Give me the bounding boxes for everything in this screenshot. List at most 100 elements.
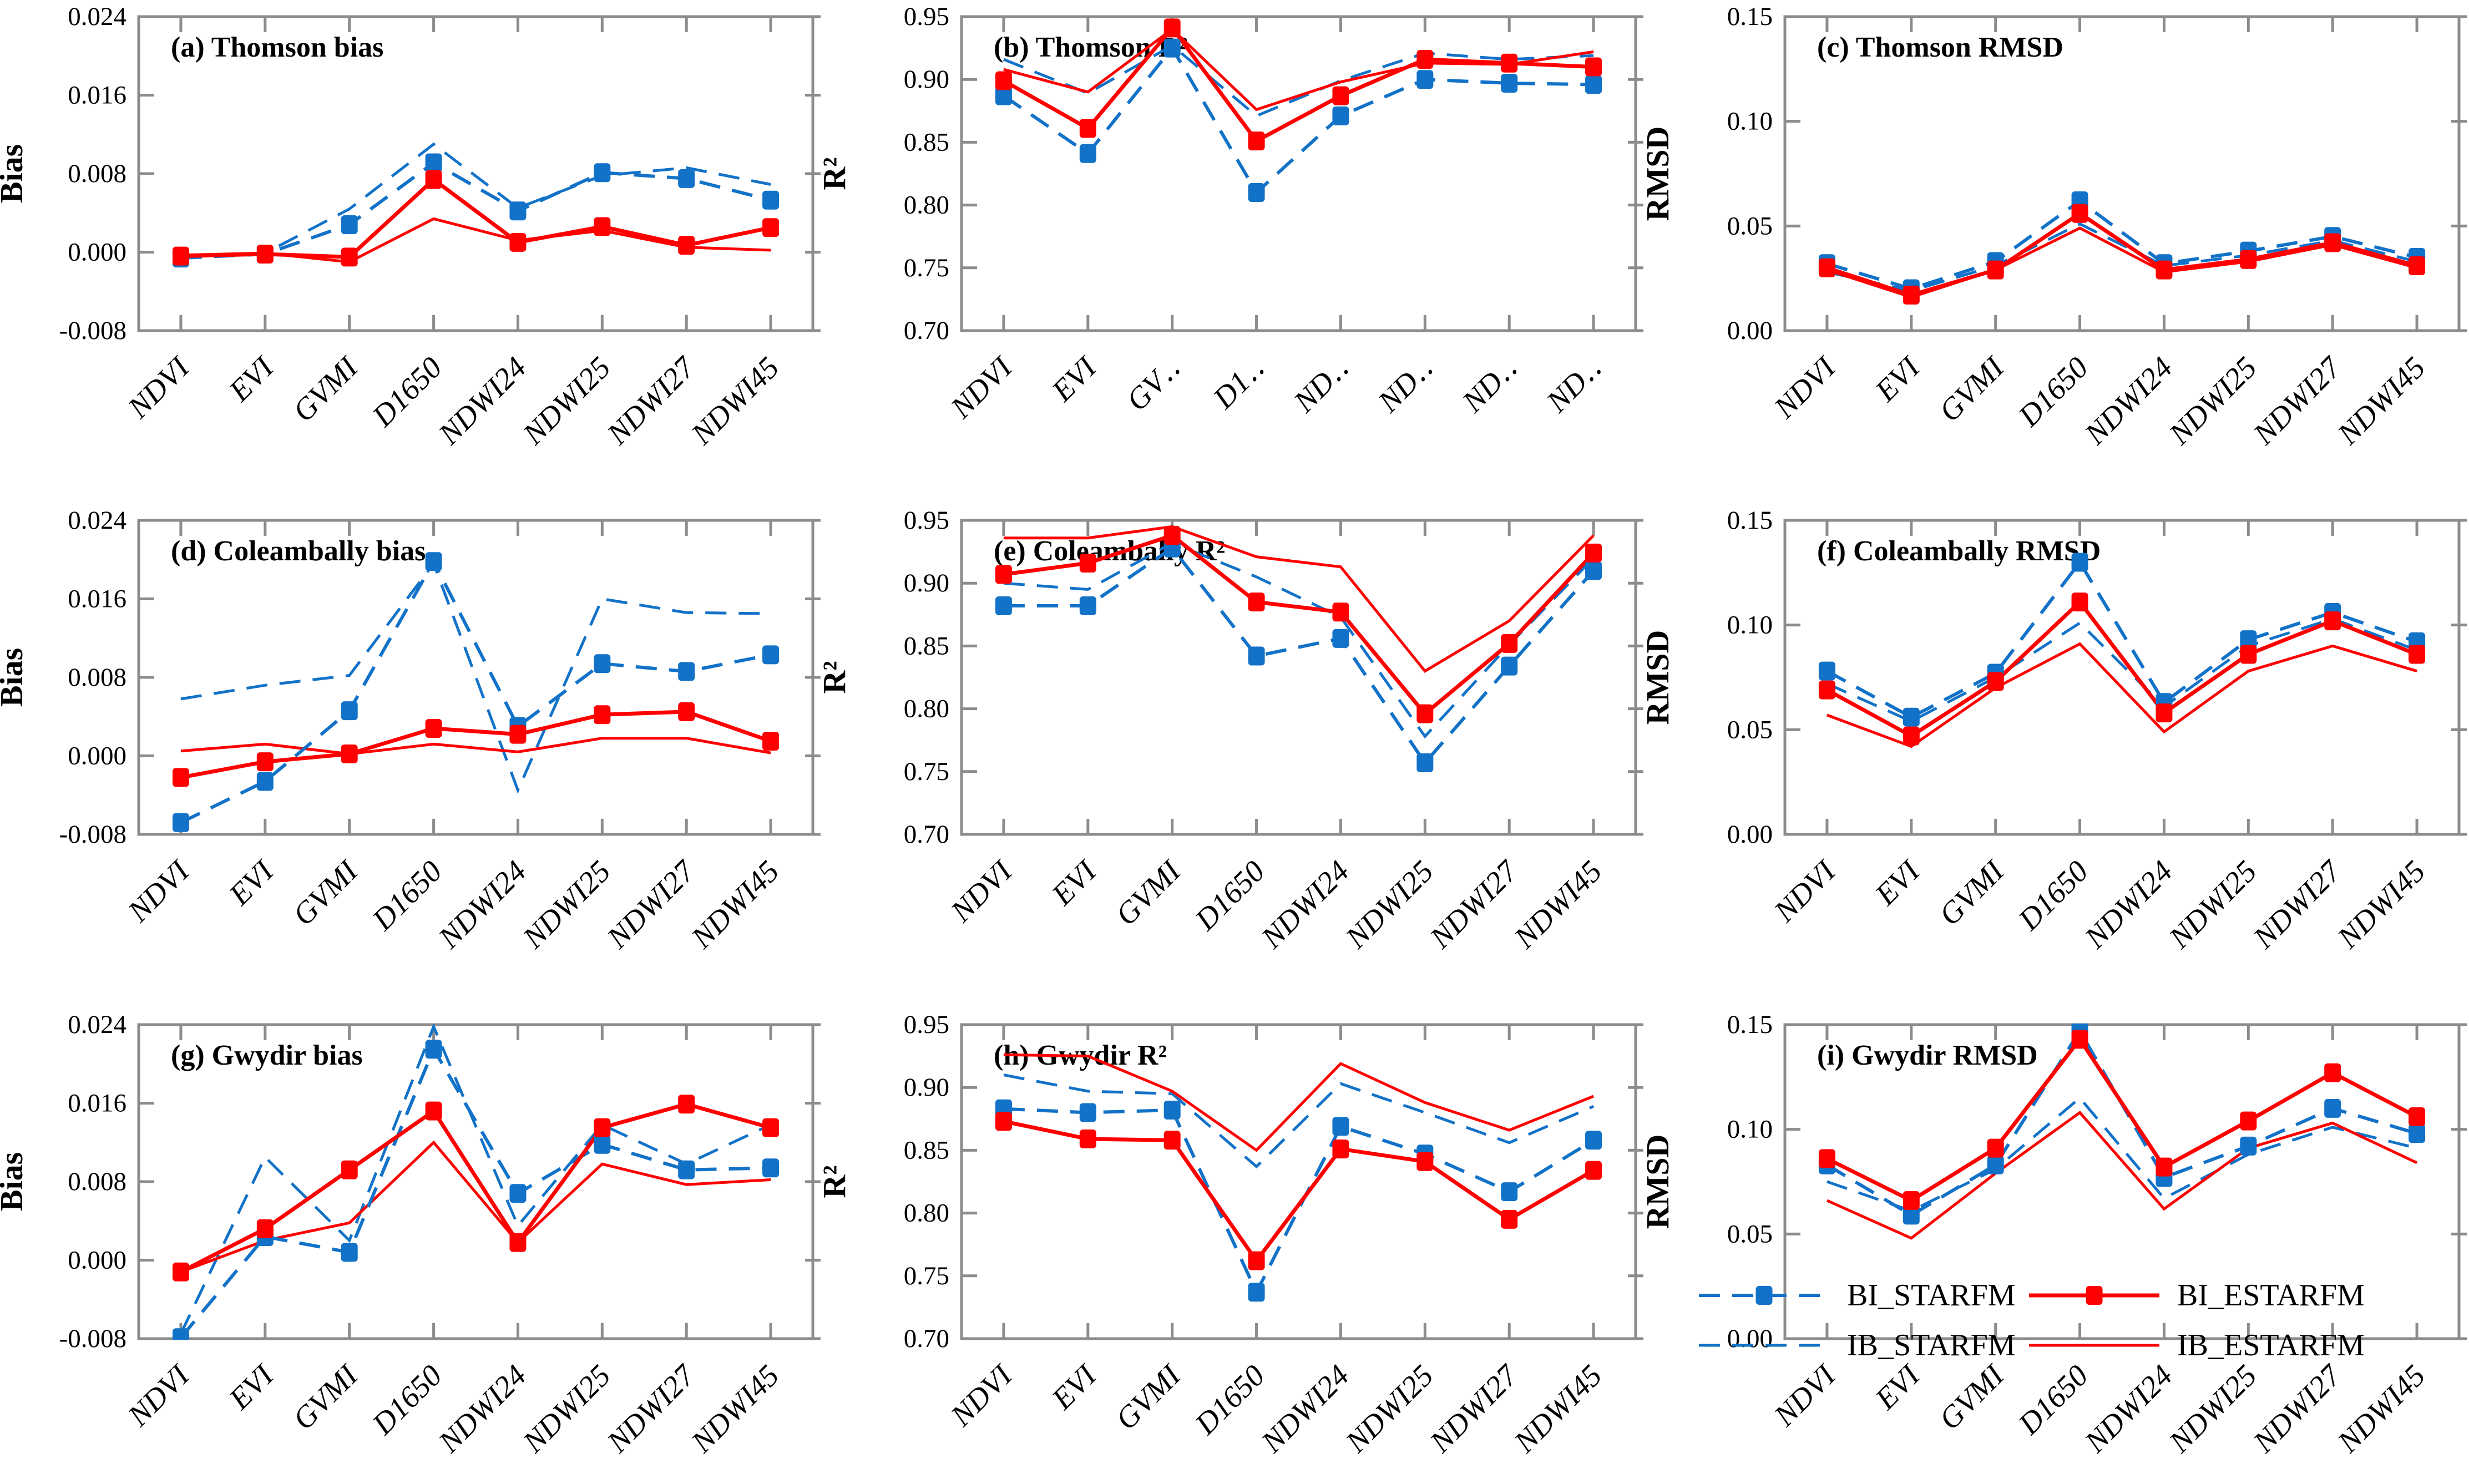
chart-svg-a: (a) Thomson bias Bias 0.024 0.016 0.008 0.000… bbox=[0, 2, 821, 451]
x-tick-label: D1‥ bbox=[1206, 350, 1271, 415]
series-line-IB_STARFM bbox=[1003, 1073, 1595, 1169]
plot-border bbox=[137, 15, 814, 332]
data-point-marker-BI_ESTARFM bbox=[2240, 1111, 2257, 1131]
series-line-IB_STARFM bbox=[179, 1024, 772, 1335]
series-line-IB_ESTARFM bbox=[1003, 1053, 1595, 1152]
y-tick-label: 0.95 bbox=[904, 1010, 949, 1039]
data-point-marker-BI_ESTARFM bbox=[1585, 1161, 1602, 1180]
y-tick-label: 0.024 bbox=[68, 1010, 127, 1039]
panel-title: (b) Thomson R² bbox=[994, 32, 1188, 63]
series-line-BI_ESTARFM bbox=[180, 1102, 772, 1274]
plot-border bbox=[1783, 15, 2461, 332]
y-tick-label: 0.008 bbox=[68, 159, 127, 188]
data-point-marker-BI_ESTARFM bbox=[1079, 119, 1096, 138]
data-point-marker-BI_ESTARFM bbox=[2240, 250, 2257, 269]
x-tick-label: NDWI45 bbox=[2330, 350, 2431, 451]
series-line-BI_STARFM bbox=[1003, 45, 1594, 195]
data-point-marker-BI_ESTARFM bbox=[1501, 1209, 1518, 1229]
plot-border bbox=[1783, 1023, 2461, 1340]
data-point-marker-BI_ESTARFM bbox=[1079, 1130, 1096, 1149]
y-tick-label: 0.00 bbox=[1727, 820, 1773, 849]
y-tick-label: 0.000 bbox=[68, 1246, 127, 1275]
data-point-marker-BI_ESTARFM bbox=[2324, 611, 2341, 631]
data-point-marker-BI_ESTARFM bbox=[1248, 131, 1265, 151]
data-point-marker-BI_STARFM bbox=[1501, 1182, 1518, 1202]
data-point-marker-BI_ESTARFM bbox=[2240, 645, 2257, 664]
data-point-marker-BI_STARFM bbox=[594, 1134, 611, 1154]
y-tick-label: 0.85 bbox=[904, 1136, 949, 1164]
data-point-marker-BI_STARFM bbox=[1903, 707, 1920, 727]
y-axis-title: RMSD bbox=[1640, 1134, 1676, 1229]
legend-label: IB_STARFM bbox=[1847, 1328, 2016, 1363]
x-tick-label: NDWI24 bbox=[1254, 854, 1355, 955]
data-point-marker-BI_STARFM bbox=[594, 654, 611, 673]
y-tick-label: -0.008 bbox=[59, 820, 127, 849]
x-tick-label: ND‥ bbox=[1455, 350, 1524, 419]
data-point-marker-BI_ESTARFM bbox=[341, 247, 358, 267]
series-line-BI_ESTARFM bbox=[1826, 1036, 2418, 1203]
data-point-marker-BI_ESTARFM bbox=[1818, 1149, 1835, 1168]
x-tick-label: NDWI25 bbox=[516, 1358, 617, 1459]
y-tick-label: 0.024 bbox=[68, 506, 127, 535]
legend-marker bbox=[2086, 1286, 2103, 1305]
data-point-marker-BI_STARFM bbox=[1818, 661, 1835, 681]
data-point-marker-BI_ESTARFM bbox=[1332, 86, 1349, 105]
series-line-IB_ESTARFM bbox=[180, 737, 771, 756]
series-line-BI_ESTARFM bbox=[1003, 533, 1595, 717]
x-tick-label: NDWI24 bbox=[2078, 1358, 2179, 1459]
series-line-IB_ESTARFM bbox=[1003, 525, 1595, 673]
data-point-marker-BI_STARFM bbox=[256, 772, 274, 791]
data-point-marker-BI_STARFM bbox=[1248, 183, 1265, 202]
data-point-marker-BI_ESTARFM bbox=[2409, 256, 2426, 276]
series-line-BI_ESTARFM bbox=[1826, 599, 2418, 738]
x-tick-label: GVMI bbox=[286, 349, 365, 428]
data-point-marker-BI_ESTARFM bbox=[1416, 1152, 1434, 1171]
data-point-marker-BI_ESTARFM bbox=[1987, 672, 2004, 691]
panel-f-coleambally-rmsd: (f) Coleambally RMSD RMSD 0.15 0.10 0.05 0.00… bbox=[1640, 504, 2469, 1008]
x-tick-label: ND‥ bbox=[1540, 350, 1608, 419]
data-point-marker-BI_ESTARFM bbox=[1585, 57, 1602, 77]
data-point-marker-BI_ESTARFM bbox=[594, 1118, 611, 1137]
x-tick-label: NDWI45 bbox=[1507, 854, 1608, 955]
series-line-BI_STARFM bbox=[180, 160, 771, 260]
plot-border bbox=[1783, 519, 2461, 836]
y-axis-title: Bias bbox=[0, 144, 29, 203]
legend-marker bbox=[1755, 1286, 1773, 1305]
data-point-marker-BI_STARFM bbox=[1332, 106, 1349, 125]
chart-svg-g: (g) Gwydir bias Bias 0.024 0.016 0.008 0.000 -… bbox=[0, 1010, 821, 1459]
data-point-marker-BI_ESTARFM bbox=[341, 1160, 358, 1179]
y-tick-label: 0.15 bbox=[1727, 1010, 1773, 1039]
x-tick-label: EVI bbox=[222, 1357, 281, 1416]
data-point-marker-BI_ESTARFM bbox=[1903, 285, 1920, 305]
panel-d-coleambally-bias: (d) Coleambally bias Bias 0.024 0.016 0.008 0… bbox=[0, 504, 823, 1008]
data-point-marker-BI_ESTARFM bbox=[1416, 704, 1434, 723]
y-axis-title: RMSD bbox=[1640, 126, 1676, 221]
x-tick-label: EVI bbox=[1045, 1357, 1104, 1416]
data-point-marker-BI_ESTARFM bbox=[2156, 260, 2173, 280]
y-axis-title: Bias bbox=[0, 1152, 29, 1211]
chart-svg-i: (i) Gwydir RMSD RMSD 0.15 0.10 0.05 0.00 NDVI E… bbox=[1640, 1010, 2467, 1459]
panel-title: (e) Coleambally R² bbox=[994, 535, 1225, 567]
data-point-marker-BI_STARFM bbox=[2409, 1124, 2426, 1143]
y-tick-label: 0.90 bbox=[904, 1073, 949, 1102]
y-tick-label: 0.85 bbox=[904, 128, 949, 156]
x-tick-label: NDWI45 bbox=[684, 1358, 785, 1459]
data-point-marker-BI_ESTARFM bbox=[1332, 1139, 1349, 1159]
data-point-marker-BI_STARFM bbox=[1248, 646, 1265, 666]
x-tick-label: GVMI bbox=[1932, 853, 2011, 931]
panel-title: (c) Thomson RMSD bbox=[1817, 32, 2063, 63]
y-tick-label: -0.008 bbox=[59, 316, 127, 345]
legend-item-BI_ESTARFM: BI_ESTARFM bbox=[2029, 1278, 2365, 1313]
data-point-marker-BI_STARFM bbox=[1079, 1103, 1096, 1122]
data-point-marker-BI_STARFM bbox=[762, 645, 780, 665]
data-point-marker-BI_STARFM bbox=[1248, 1283, 1265, 1302]
y-tick-label: 0.008 bbox=[68, 663, 127, 692]
data-point-marker-BI_ESTARFM bbox=[256, 245, 274, 264]
y-tick-label: 0.15 bbox=[1727, 2, 1773, 31]
series-line-BI_ESTARFM bbox=[180, 710, 772, 779]
y-tick-label: 0.80 bbox=[904, 1199, 949, 1228]
data-point-marker-BI_STARFM bbox=[341, 1243, 358, 1262]
data-point-marker-BI_ESTARFM bbox=[425, 170, 442, 189]
y-tick-label: -0.008 bbox=[59, 1324, 127, 1353]
data-point-marker-BI_ESTARFM bbox=[1163, 526, 1181, 545]
